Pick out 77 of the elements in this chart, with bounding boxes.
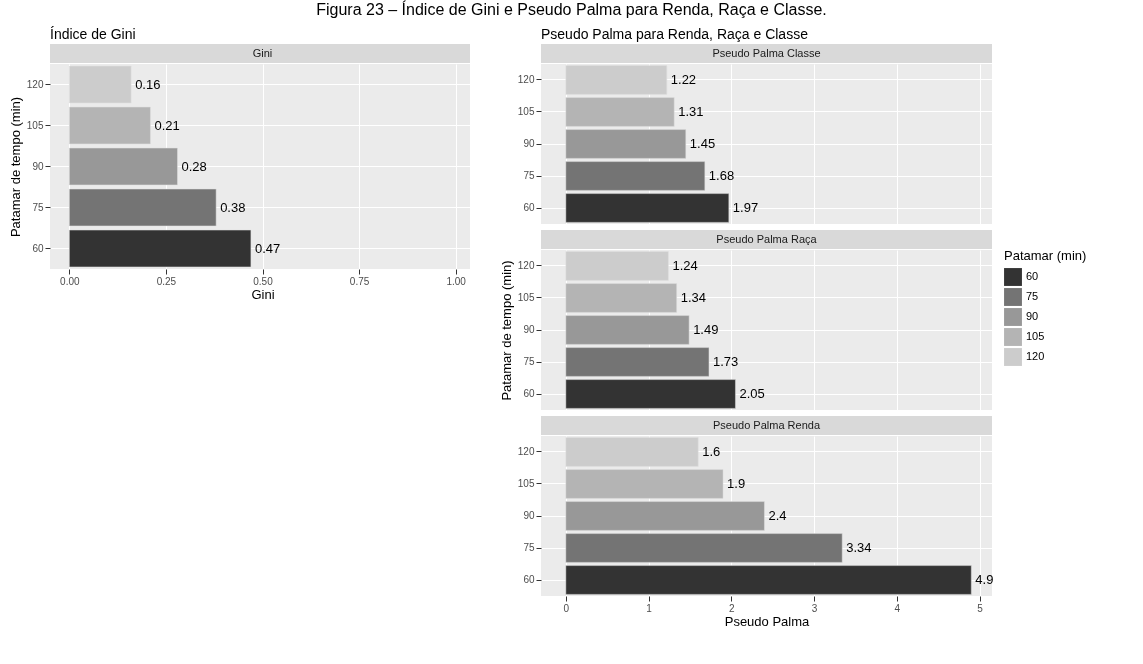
y-tick-label: 75 [523, 170, 535, 181]
x-tick-label: 0.75 [349, 275, 370, 287]
y-tick-label: 60 [32, 242, 44, 254]
legend-label: 60 [1026, 270, 1039, 282]
x-tick-label: 5 [977, 602, 984, 614]
data-label: 1.49 [693, 322, 719, 337]
x-axis-title: Pseudo Palma [724, 613, 811, 629]
data-label: 1.34 [680, 290, 707, 305]
chart-subtitle: Pseudo Palma Raça [541, 230, 992, 249]
y-tick-label: 90 [523, 324, 535, 335]
y-tick-label: 75 [523, 542, 535, 553]
bar [69, 188, 217, 227]
y-tick-label: 120 [517, 74, 535, 85]
data-label: 1.73 [712, 354, 739, 369]
data-label: 0.16 [135, 76, 161, 92]
y-tick-label: 90 [523, 138, 535, 149]
bar [565, 469, 724, 499]
y-tick-label: 90 [32, 160, 44, 172]
y-tick-label: 105 [26, 119, 44, 131]
data-label: 2.05 [739, 386, 765, 401]
bar [69, 106, 151, 145]
bar [565, 97, 675, 127]
x-tick-label: 3 [811, 602, 818, 614]
legend-label: 105 [1026, 330, 1045, 342]
data-label: 1.45 [689, 136, 716, 151]
legend-label: 90 [1026, 310, 1039, 322]
y-tick-label: 60 [523, 388, 535, 399]
bar [565, 161, 706, 191]
data-label: 2.4 [768, 508, 787, 523]
x-tick-label: 2 [729, 602, 736, 614]
chart-subtitle: Pseudo Palma Renda [541, 416, 992, 435]
y-tick-label: 120 [26, 78, 44, 90]
y-tick-label: 75 [523, 356, 535, 367]
x-tick-label: 1 [646, 602, 653, 614]
data-label: 1.6 [702, 444, 721, 459]
data-label: 1.97 [732, 200, 759, 215]
y-tick-label: 105 [517, 292, 535, 303]
legend-label: 120 [1026, 350, 1045, 362]
x-tick-label: 0.25 [156, 275, 177, 287]
chart-title: Pseudo Palma para Renda, Raça e Classe [541, 26, 809, 42]
y-tick-label: 105 [517, 478, 535, 489]
x-tick-label: 1.00 [446, 275, 467, 287]
data-label: 1.22 [670, 72, 697, 87]
x-tick-label: 0.00 [60, 275, 80, 287]
chart-subtitle: Pseudo Palma Classe [541, 44, 992, 63]
data-label: 1.68 [708, 168, 735, 183]
x-tick-label: 0 [563, 602, 570, 614]
x-axis-title: Gini [251, 286, 275, 302]
y-tick-label: 120 [517, 260, 535, 271]
data-label: 3.34 [846, 540, 872, 555]
x-tick-label: 4 [894, 602, 901, 614]
y-tick-label: 120 [517, 446, 535, 457]
y-tick-label: 75 [32, 201, 44, 213]
bar [565, 501, 765, 531]
y-tick-label: 90 [523, 510, 535, 521]
y-axis-title: Patamar de tempo (min) [7, 96, 23, 238]
y-tick-label: 60 [523, 202, 535, 213]
data-label: 1.31 [678, 104, 704, 119]
data-label: 0.21 [154, 117, 180, 133]
legend-title: Patamar (min) [1004, 248, 1087, 263]
data-label: 1.9 [727, 476, 746, 491]
chart-subtitle: Gini [50, 44, 475, 63]
data-label: 0.38 [220, 199, 246, 215]
bar [565, 129, 687, 159]
data-label: 1.24 [672, 258, 698, 273]
data-label: 0.47 [254, 240, 281, 256]
y-tick-label: 105 [517, 106, 535, 117]
y-axis-title: Patamar de tempo (min) [498, 260, 514, 401]
bar [69, 147, 178, 186]
legend-label: 75 [1026, 290, 1039, 302]
data-label: 0.28 [181, 158, 207, 174]
data-label: 4.9 [975, 572, 994, 587]
x-tick-label: 0.50 [253, 275, 274, 287]
bar [565, 533, 843, 563]
text: Figura 23 – Índice de Gini e Pseudo Palma para Renda, Raça e Classe. [315, 0, 828, 20]
y-tick-label: 60 [523, 574, 535, 585]
chart-title: Índice de Gini [50, 26, 136, 42]
